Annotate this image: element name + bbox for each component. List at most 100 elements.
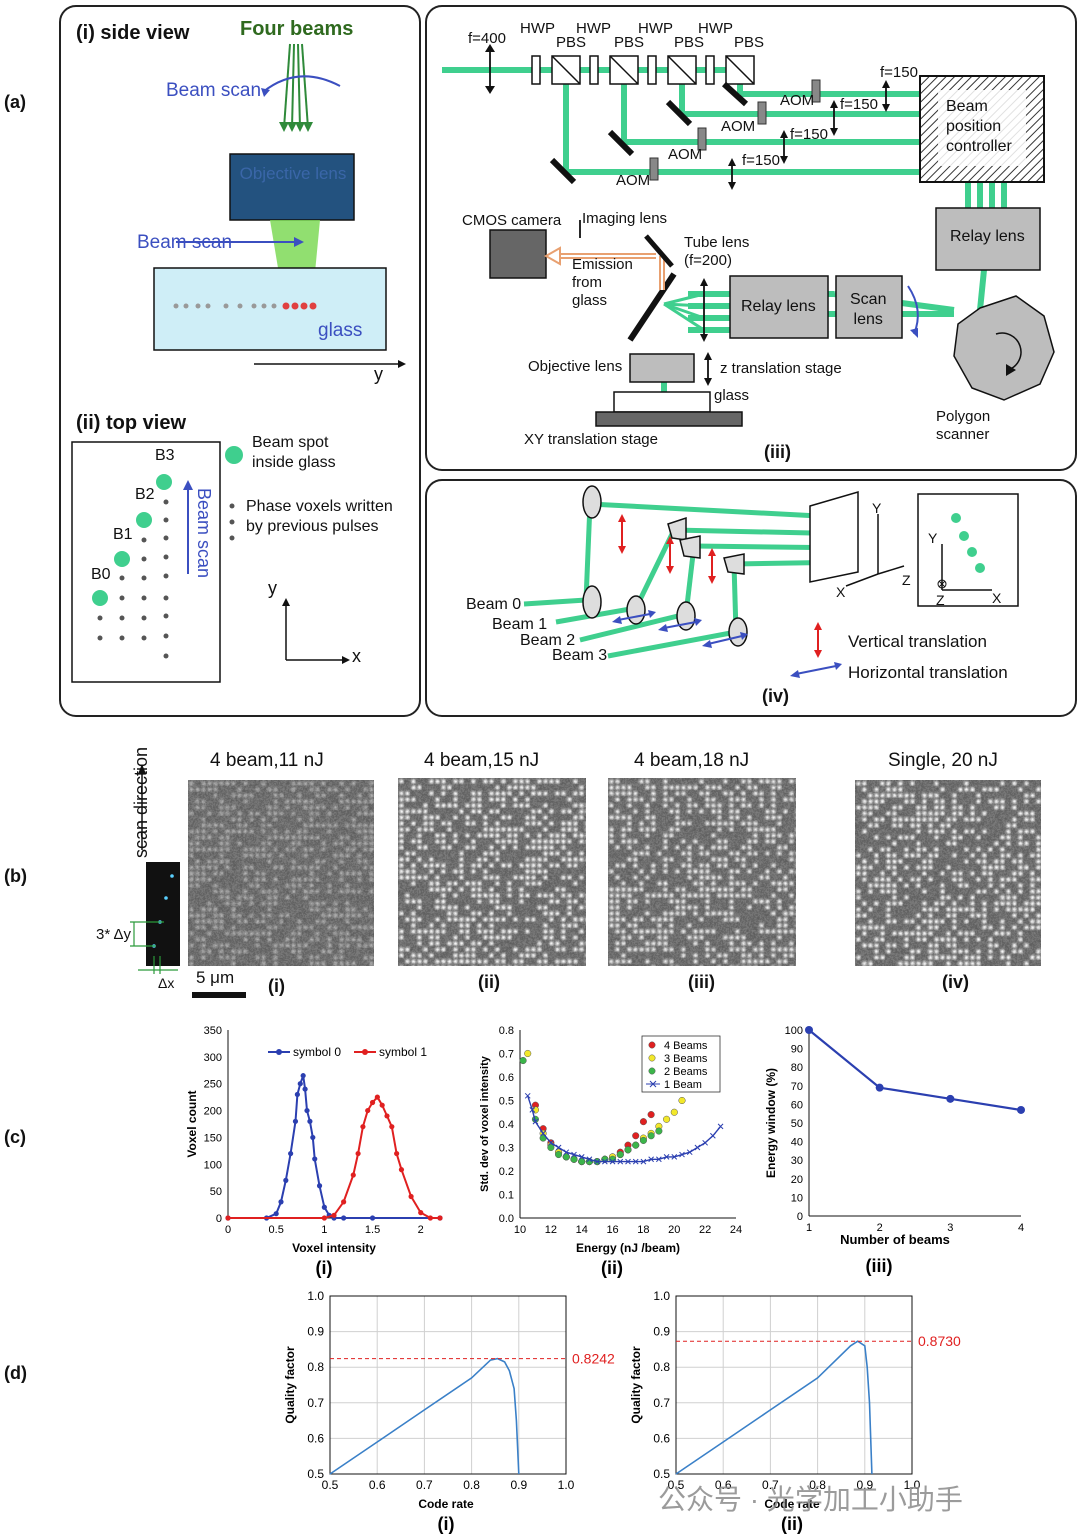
data-point — [624, 1146, 632, 1154]
data-point — [379, 1102, 385, 1108]
y-tick-label: 0.0 — [499, 1213, 514, 1225]
aom-label-3: AOM — [668, 146, 703, 163]
micrograph-iii — [608, 778, 796, 966]
chart-c-iii: 0 10 20 30 40 50 60 70 80 90 100 1 2 3 4 Number of beam… — [764, 1025, 1025, 1276]
data-point — [562, 1153, 570, 1161]
legend-marker — [362, 1049, 368, 1055]
data-point — [570, 1155, 578, 1163]
data-point — [427, 1215, 433, 1221]
legend-marker — [276, 1049, 282, 1055]
y-tick-label: 60 — [791, 1099, 803, 1111]
b2-label: B2 — [135, 486, 155, 503]
panel-label-b: (b) — [4, 866, 27, 886]
data-point — [578, 1154, 585, 1160]
data-point — [374, 1094, 380, 1100]
f150-label-4: f=150 — [742, 152, 780, 169]
data-point — [297, 1081, 303, 1087]
data-point — [312, 1156, 318, 1162]
panel-a-iv — [425, 479, 1077, 717]
hwp-label-1: HWP — [520, 20, 555, 37]
plot-frame — [675, 1295, 913, 1475]
y-tick-label: 0.6 — [499, 1072, 514, 1084]
x-tick-label: 0 — [225, 1224, 231, 1236]
y-tick-label: 100 — [204, 1159, 222, 1171]
data-point — [946, 1094, 955, 1103]
data-point — [586, 1156, 593, 1163]
inset-axis-y: Y — [928, 530, 938, 546]
data-point — [355, 1150, 361, 1157]
data-point — [288, 1150, 294, 1157]
y-tick-label: 0.5 — [499, 1096, 514, 1108]
subpanel-label: (i) — [316, 1258, 333, 1278]
x-tick-label: 12 — [545, 1224, 557, 1236]
data-point — [398, 1167, 405, 1173]
aom-label-1: AOM — [780, 92, 815, 109]
y-tick-label: 0.7 — [499, 1049, 514, 1061]
data-point — [273, 1211, 279, 1217]
xy-stage-label: XY translation stage — [524, 431, 658, 448]
legend-label: 2 Beams — [664, 1066, 708, 1078]
data-point — [656, 1156, 662, 1163]
data-point — [316, 1183, 323, 1189]
data-point — [540, 1130, 546, 1137]
data-point — [617, 1158, 624, 1165]
legend-spot-line2: inside glass — [252, 454, 336, 471]
y-tick-label: 0.9 — [653, 1325, 670, 1339]
data-point — [548, 1139, 554, 1146]
data-point — [321, 1204, 327, 1210]
aom-label-4: AOM — [616, 172, 651, 189]
data-point — [418, 1210, 424, 1216]
watermark: 公众号 · 光学加工小助手 — [658, 1484, 963, 1515]
y-tick-label: 50 — [791, 1118, 803, 1130]
data-point — [594, 1158, 600, 1165]
beam-position-controller: Beam position controller — [946, 98, 1012, 155]
data-point — [302, 1086, 308, 1092]
micrograph-title-iii: 4 beam,18 nJ — [634, 750, 750, 771]
data-point — [717, 1123, 724, 1130]
legend-label: 3 Beams — [664, 1053, 708, 1065]
y-tick-label: 1.0 — [653, 1289, 670, 1303]
y-tick-label: 0.8 — [653, 1360, 670, 1374]
x-tick-label: 0.8 — [463, 1478, 480, 1492]
top-view-title: (ii) top view — [76, 412, 186, 434]
y-tick-label: 0.9 — [307, 1325, 324, 1339]
b0-label: B0 — [91, 566, 111, 583]
x-axis-label: Number of beams — [840, 1232, 950, 1247]
data-point — [555, 1144, 562, 1151]
beam0-label: Beam 0 — [466, 596, 522, 613]
x-tick-label: 1.5 — [365, 1224, 380, 1236]
subpanel-label: (iii) — [866, 1256, 893, 1276]
y-tick-label: 0.7 — [653, 1396, 670, 1410]
data-point — [647, 1111, 655, 1119]
data-point — [679, 1151, 685, 1158]
x-tick-label: 1.0 — [904, 1478, 921, 1492]
pbs-label-2: PBS — [614, 34, 645, 51]
data-point — [609, 1158, 616, 1165]
b-label-iii: (iii) — [688, 972, 715, 992]
vertical-translation-label: Vertical translation — [848, 632, 987, 651]
horizontal-translation-label: Horizontal translation — [848, 663, 1008, 682]
relay-lens-2-label: Relay lens — [741, 298, 816, 315]
y-tick-label: 300 — [204, 1052, 222, 1064]
micrograph-title-i: 4 beam,11 nJ — [210, 750, 324, 771]
data-point — [616, 1151, 624, 1159]
data-point — [304, 1107, 310, 1114]
iv-axis-x: X — [836, 584, 846, 600]
inset-axis-z: Z — [936, 592, 945, 608]
data-point — [555, 1151, 563, 1159]
y-tick-label: 0.5 — [307, 1467, 324, 1481]
x-tick-label: 0.7 — [762, 1478, 779, 1492]
data-point — [524, 1049, 532, 1058]
data-point — [389, 1124, 395, 1130]
f150-label-1: f=150 — [880, 64, 918, 81]
data-point — [532, 1118, 539, 1125]
panel-a-left — [59, 5, 421, 717]
delta-x-label: Δx — [158, 975, 175, 991]
legend-label: 4 Beams — [664, 1040, 708, 1052]
quality-curve — [329, 1357, 520, 1475]
y-axis-label: Quality factor — [283, 1346, 297, 1424]
hwp-label-3: HWP — [638, 20, 673, 37]
data-point — [602, 1158, 608, 1165]
data-point — [394, 1150, 400, 1157]
series-line-0 — [228, 1075, 440, 1219]
